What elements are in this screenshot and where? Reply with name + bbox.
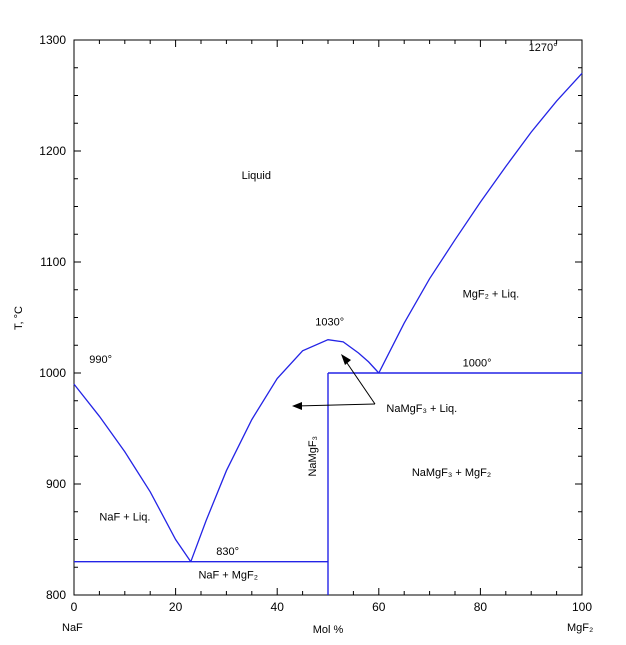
label-mgf2-liq: MgF₂ + Liq. bbox=[463, 289, 520, 301]
liquidus-mgf2-curve bbox=[378, 72, 583, 374]
arrow-left-head bbox=[292, 402, 302, 410]
label-naf-liq: NaF + Liq. bbox=[99, 512, 150, 524]
x-tick-label: 100 bbox=[572, 600, 592, 614]
annotations: 990° 1270° 1030° 1000° 830° Liquid MgF₂ + Liq.… bbox=[89, 42, 557, 581]
label-1270: 1270° bbox=[529, 42, 558, 54]
y-axis-label: T, °C bbox=[13, 306, 25, 330]
label-namgf3-compound: NaMgF₃ bbox=[307, 436, 319, 477]
label-1000: 1000° bbox=[463, 357, 492, 369]
y-tick-label: 800 bbox=[46, 588, 66, 602]
label-830: 830° bbox=[216, 546, 239, 558]
label-naf-mgf2: NaF + MgF₂ bbox=[198, 569, 258, 581]
y-tick-label: 900 bbox=[46, 477, 66, 491]
arrow-up-head bbox=[341, 354, 351, 365]
x-tick-label: 20 bbox=[169, 600, 183, 614]
x-tick-label: 0 bbox=[71, 600, 78, 614]
label-990: 990° bbox=[89, 354, 112, 366]
arrows bbox=[292, 354, 376, 410]
x-tick-label: 40 bbox=[271, 600, 285, 614]
x-right-component: MgF₂ bbox=[567, 622, 593, 634]
liquidus-namgf3-curve bbox=[190, 339, 380, 562]
axis-tick-labels: 800 900 1000 1100 1200 1300 0 20 40 60 80 100 bbox=[39, 33, 592, 614]
arrow-up bbox=[344, 359, 376, 405]
label-liquid: Liquid bbox=[242, 170, 271, 182]
arrow-left bbox=[295, 403, 376, 407]
y-tick-label: 1200 bbox=[39, 144, 66, 158]
label-namgf3-mgf2: NaMgF₃ + MgF₂ bbox=[412, 467, 491, 479]
liquidus-naf-curve bbox=[73, 383, 192, 563]
x-tick-label: 60 bbox=[372, 600, 386, 614]
label-namgf3-liq: NaMgF₃ + Liq. bbox=[386, 403, 457, 415]
x-tick-label: 80 bbox=[474, 600, 488, 614]
y-tick-label: 1000 bbox=[39, 366, 66, 380]
x-left-component: NaF bbox=[62, 622, 83, 634]
y-tick-label: 1300 bbox=[39, 33, 66, 47]
y-tick-label: 1100 bbox=[40, 255, 66, 269]
label-1030: 1030° bbox=[315, 316, 344, 328]
x-axis-label: Mol % bbox=[313, 624, 344, 636]
phase-boundaries bbox=[73, 72, 583, 595]
axis-ticks bbox=[73, 39, 583, 596]
